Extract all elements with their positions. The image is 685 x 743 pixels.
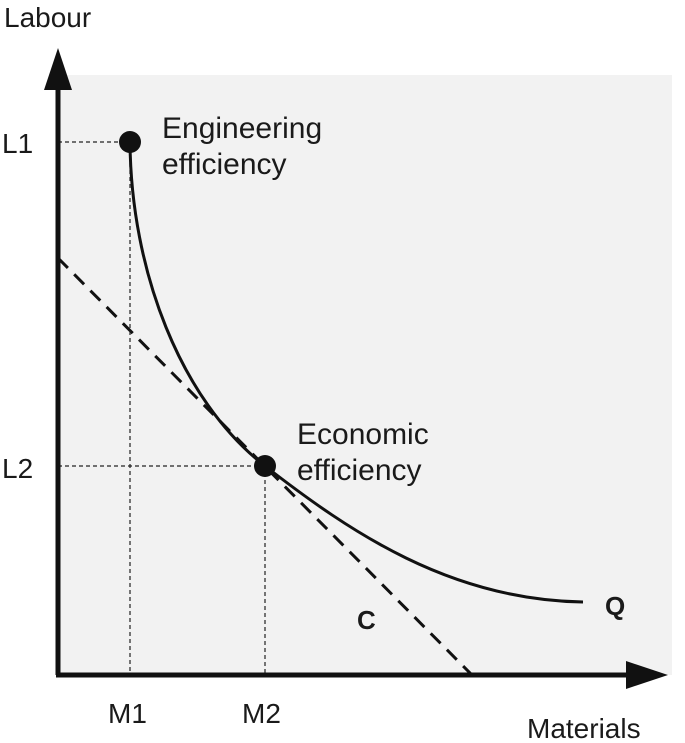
y-tick-label-l2: L2 [2,453,33,484]
x-axis-label: Materials [527,713,641,743]
series-label-c: C [357,605,376,635]
y-axis-arrowhead [44,48,72,90]
x-axis-arrowhead [626,661,668,689]
economic-efficiency-label-line2: efficiency [297,454,422,487]
engineering-efficiency-label: Engineering efficiency [162,112,330,181]
engineering-efficiency-label-line2: efficiency [162,148,287,181]
point-engineering-efficiency [119,131,141,153]
y-tick-label-l1: L1 [2,128,33,159]
plot-background [58,75,672,675]
economic-efficiency-label: Economic efficiency [297,418,437,487]
x-tick-label-m2: M2 [242,698,281,729]
point-economic-efficiency [254,455,276,477]
isocost-line-c [58,256,474,675]
y-axis-label: Labour [4,2,91,33]
engineering-efficiency-label-line1: Engineering [162,112,322,145]
economic-efficiency-label-line1: Economic [297,418,429,451]
series-label-q: Q [605,591,625,621]
x-tick-label-m1: M1 [108,698,147,729]
